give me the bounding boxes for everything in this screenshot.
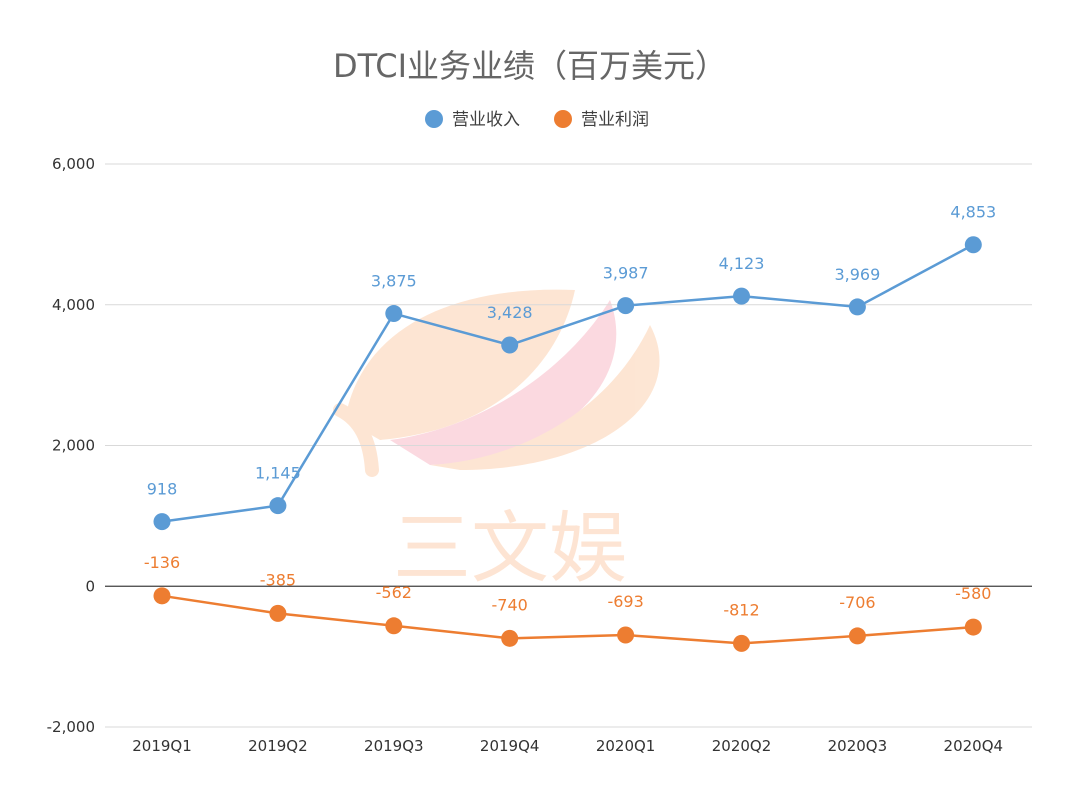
- data-label: 3,969: [834, 265, 880, 284]
- x-axis-ticks: 2019Q1 2019Q2 2019Q3 2019Q4 2020Q1 2020Q2 2020…: [132, 737, 1003, 755]
- data-label: 3,428: [487, 303, 533, 322]
- x-tick-label: 2020Q1: [596, 737, 656, 755]
- data-label: -812: [723, 600, 759, 619]
- data-point: [964, 236, 982, 254]
- legend-marker-profit: [554, 110, 572, 128]
- data-label: -580: [955, 584, 991, 603]
- data-label: 1,145: [255, 464, 301, 483]
- legend-marker-revenue: [425, 110, 443, 128]
- data-point: [501, 629, 519, 647]
- data-point: [153, 587, 171, 605]
- y-tick-label: -2,000: [47, 718, 95, 736]
- legend-label-revenue: 营业收入: [452, 110, 520, 130]
- legend-label-profit: 营业利润: [581, 110, 649, 130]
- legend: 营业收入 营业利润: [425, 110, 649, 130]
- data-point: [269, 604, 287, 622]
- data-point: [964, 618, 982, 636]
- data-point: [501, 336, 519, 354]
- data-point: [733, 634, 750, 652]
- data-label: -562: [376, 583, 412, 602]
- data-label: -385: [260, 570, 296, 589]
- watermark-leaf-shape: [390, 300, 617, 465]
- chart-title: DTCI业务业绩（百万美元）: [333, 47, 727, 85]
- data-point: [848, 627, 866, 645]
- watermark: 三文娱: [333, 289, 660, 594]
- data-point: [848, 298, 866, 316]
- y-tick-label: 2,000: [52, 437, 95, 455]
- data-label: 918: [147, 480, 178, 499]
- data-point: [617, 297, 635, 315]
- data-label: 3,987: [603, 264, 649, 283]
- data-label: 4,853: [950, 203, 996, 222]
- data-label: 4,123: [719, 254, 765, 273]
- y-tick-label: 0: [85, 577, 95, 595]
- data-point: [385, 305, 403, 323]
- x-tick-label: 2019Q4: [480, 737, 540, 755]
- watermark-stem-shape: [333, 403, 379, 477]
- series-line: [161, 594, 974, 645]
- y-tick-label: 4,000: [52, 296, 95, 314]
- series-group: 918 1,145 3,875 3,428 3,987 4,123 3,969 4,853 -1…: [144, 203, 996, 652]
- x-tick-label: 2019Q2: [248, 737, 308, 755]
- series-line: [161, 243, 974, 523]
- data-label: -740: [492, 595, 528, 614]
- data-point: [153, 513, 171, 531]
- data-point: [617, 626, 635, 644]
- data-point: [733, 287, 750, 305]
- series-profit: -136 -385 -562 -740 -693 -812 -706 -580: [144, 553, 991, 652]
- y-tick-label: 6,000: [52, 155, 95, 173]
- data-label: -136: [144, 553, 180, 572]
- y-axis-ticks: 6,000 4,000 2,000 0 -2,000: [47, 155, 95, 736]
- x-tick-label: 2019Q1: [132, 737, 192, 755]
- x-tick-label: 2020Q4: [944, 737, 1004, 755]
- grid: [105, 163, 1032, 728]
- watermark-leaf-shape: [430, 325, 660, 470]
- series-revenue: 918 1,145 3,875 3,428 3,987 4,123 3,969 4,853: [147, 203, 996, 531]
- x-tick-label: 2020Q3: [828, 737, 888, 755]
- data-label: -706: [839, 593, 875, 612]
- data-point: [385, 617, 403, 635]
- watermark-text: 三文娱: [393, 504, 627, 594]
- x-tick-label: 2020Q2: [712, 737, 772, 755]
- data-label: -693: [607, 592, 643, 611]
- watermark-leaf-shape: [345, 289, 575, 440]
- data-label: 3,875: [371, 272, 417, 291]
- data-point: [269, 497, 287, 515]
- x-tick-label: 2019Q3: [364, 737, 424, 755]
